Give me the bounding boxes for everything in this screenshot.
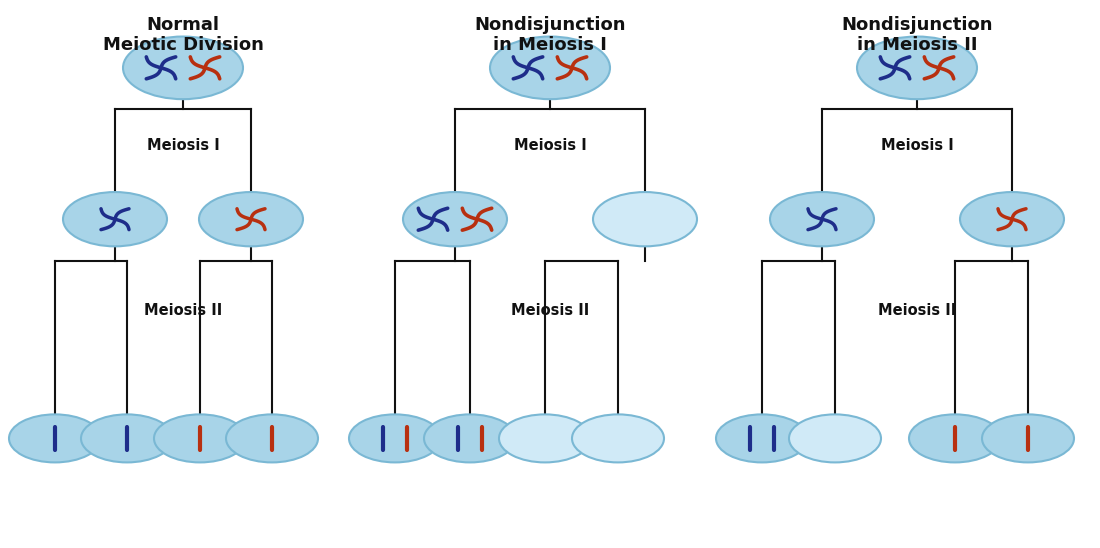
Circle shape [226, 414, 318, 463]
Circle shape [63, 192, 167, 247]
Circle shape [857, 37, 977, 99]
Circle shape [349, 414, 441, 463]
Circle shape [982, 414, 1074, 463]
Circle shape [81, 414, 173, 463]
Circle shape [154, 414, 246, 463]
Circle shape [593, 192, 697, 247]
Circle shape [789, 414, 881, 463]
Circle shape [490, 37, 610, 99]
Circle shape [909, 414, 1001, 463]
Circle shape [770, 192, 875, 247]
Circle shape [960, 192, 1064, 247]
Text: Meiosis II: Meiosis II [144, 303, 222, 318]
Circle shape [499, 414, 591, 463]
Circle shape [716, 414, 808, 463]
Text: Nondisjunction
in Meiosis II: Nondisjunction in Meiosis II [842, 16, 992, 54]
Circle shape [123, 37, 243, 99]
Text: Normal
Meiotic Division: Normal Meiotic Division [102, 16, 263, 54]
Text: Meiosis I: Meiosis I [514, 138, 586, 152]
Circle shape [199, 192, 302, 247]
Circle shape [9, 414, 101, 463]
Text: Meiosis I: Meiosis I [146, 138, 219, 152]
Circle shape [572, 414, 664, 463]
Text: Meiosis II: Meiosis II [510, 303, 590, 318]
Text: Meiosis I: Meiosis I [881, 138, 954, 152]
Text: Nondisjunction
in Meiosis I: Nondisjunction in Meiosis I [474, 16, 626, 54]
Text: Meiosis II: Meiosis II [878, 303, 956, 318]
Circle shape [424, 414, 516, 463]
Circle shape [403, 192, 507, 247]
